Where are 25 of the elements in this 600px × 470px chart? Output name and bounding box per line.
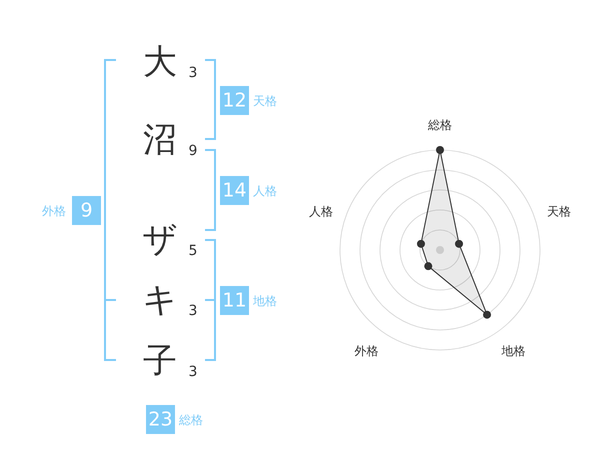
text: 外格 (42, 204, 66, 218)
category-label: 大 (143, 42, 177, 82)
data-label: 3 (188, 65, 198, 81)
category-label: 子 (143, 341, 177, 381)
spoke-label: 総格 (427, 118, 452, 132)
category-label: キ (142, 280, 178, 320)
text: 14 (222, 180, 247, 202)
spoke-label: 天格 (546, 204, 571, 218)
text: 9 (80, 200, 93, 222)
category-label: 沼 (143, 120, 177, 160)
text: 23 (148, 408, 173, 430)
data-label: 9 (188, 143, 198, 159)
data-label: 3 (188, 364, 198, 380)
spoke-label: 人格 (309, 204, 334, 218)
text: 人格 (253, 184, 277, 198)
data-label: 5 (188, 243, 198, 259)
text: 天格 (253, 94, 277, 108)
text: 地格 (253, 294, 277, 308)
spoke-label: 外格 (354, 344, 379, 358)
category-label: ザ (142, 220, 178, 260)
text: 12 (222, 90, 247, 112)
text: 総格 (179, 413, 203, 427)
text: 11 (222, 290, 247, 312)
data-label: 3 (188, 303, 198, 319)
spoke-label: 地格 (500, 344, 526, 358)
